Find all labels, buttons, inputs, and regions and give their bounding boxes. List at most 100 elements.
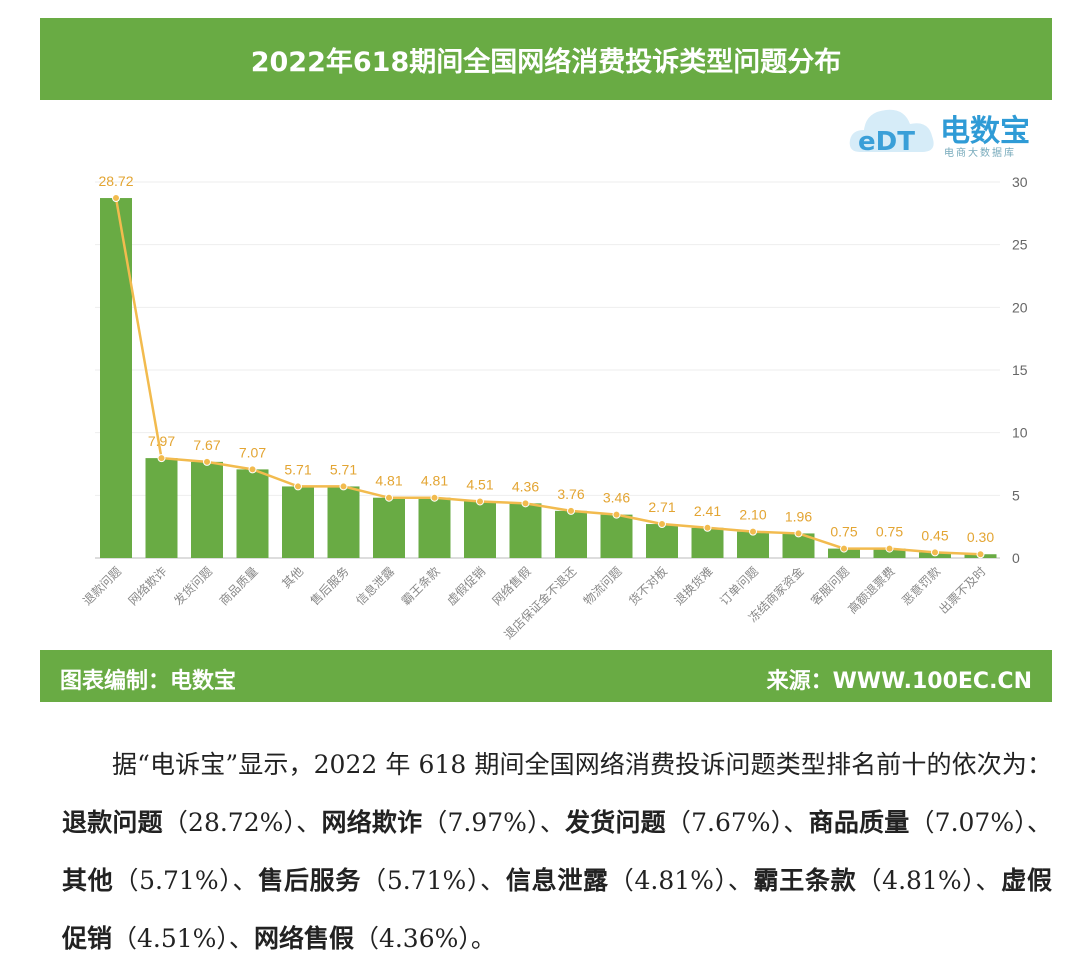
bar [737,531,769,558]
bar [327,486,360,558]
paragraph-text: （5.71%）、 [361,866,506,895]
x-tick-label: 退款问题 [80,564,124,608]
highlight-term: 商品质量 [808,808,910,837]
x-tick-label: 货不对板 [626,564,671,609]
footer-credit: 图表编制：电数宝 [60,669,237,694]
description-paragraph: 据“电诉宝”显示，2022 年 618 期间全国网络消费投诉问题类型排名前十的依… [62,736,1052,968]
highlight-term: 虚假促销 [62,866,1052,953]
y-tick-label: 25 [1012,237,1028,253]
footer-bar: 图表编制：电数宝 来源：WWW.100EC.CN [40,650,1052,702]
bar [145,458,178,558]
x-tick-label: 退换货难 [671,564,716,609]
y-tick-label: 10 [1012,425,1028,441]
bar [600,514,633,558]
x-tick-label: 出票不及时 [936,564,988,616]
data-label: 3.46 [603,490,630,506]
data-label: 4.81 [421,473,448,489]
bar [646,524,678,558]
logo-subtext: 电商大数据库 [944,148,1016,159]
bar [464,501,496,558]
data-label: 4.51 [466,476,493,492]
svg-text:eDT: eDT [858,127,915,157]
chart: 0 5 10 15 20 25 30 28.72 7.97 7.67 7.07 5.71 5.71 4.8… [80,173,1028,642]
logo: eDT 电数宝 电商大数据库 [848,100,1048,162]
paragraph-text: （7.97%）、 [422,808,566,837]
y-tick-label: 0 [1012,550,1020,566]
highlight-term: 网络欺诈 [321,808,423,837]
data-label: 28.72 [98,173,133,189]
line-point [658,520,666,529]
bar [555,510,587,558]
line-point [430,493,439,502]
data-label: 4.81 [375,473,402,489]
highlight-term: 其他 [62,866,114,895]
paragraph-text: （7.67%）、 [665,808,809,837]
line-point [248,465,257,474]
bar [373,497,405,558]
line-point [476,497,484,506]
highlight-term: 信息泄露 [505,866,609,895]
x-tick-label: 网络欺诈 [125,564,170,609]
line-point [567,506,575,515]
footer-source: 来源：WWW.100EC.CN [766,669,1032,694]
chart-title: 2022年618期间全国网络消费投诉类型问题分布 [40,18,1052,100]
line-point [885,544,894,553]
x-tick-label: 网络售假 [489,564,534,609]
highlight-term: 霸王条款 [753,866,857,895]
x-tick-label: 恶意罚款 [899,564,944,609]
paragraph-text: （7.07%）、 [909,808,1053,837]
line-point [840,544,848,553]
logo-text: 电数宝 [940,114,1030,149]
data-label: 5.71 [330,461,357,477]
bar [828,548,860,558]
line-point [339,482,348,491]
line-point [931,548,939,557]
y-tick-label: 20 [1012,299,1028,315]
bar [236,469,269,558]
highlight-term: 售后服务 [258,866,362,895]
line-point [703,523,712,532]
data-label: 2.10 [739,507,766,523]
x-tick-label: 商品质量 [216,564,261,609]
data-label: 4.36 [512,478,539,494]
bar [282,486,314,558]
data-label: 0.45 [921,527,948,543]
y-tick-label: 15 [1012,362,1028,378]
line-point [157,454,166,463]
y-tick-label: 30 [1012,174,1028,190]
line-point [294,482,302,491]
y-tick-label: 5 [1012,487,1020,503]
line-point [521,499,530,508]
trend-line [114,197,981,556]
data-label: 7.07 [239,444,266,460]
data-label: 0.75 [830,524,857,540]
highlight-term: 退款问题 [62,808,163,837]
paragraph-text: （4.81%）、 [608,866,754,895]
x-tick-label: 虚假促销 [444,564,488,608]
x-tick-label: 发货问题 [171,564,216,609]
paragraph-text: （5.71%）、 [113,866,259,895]
bar [691,527,724,558]
line-point [385,493,393,502]
data-label: 5.71 [284,461,311,477]
bar [191,461,223,558]
paragraph-text: 据“电诉宝”显示，2022 年 618 期间全国网络消费投诉问题类型排名前十的依… [112,750,1052,779]
x-tick-label: 其他 [279,564,306,591]
x-tick-label: 物流问题 [581,564,625,608]
line-point [612,510,621,519]
highlight-term: 网络售假 [253,924,354,953]
paragraph-text: （28.72%）、 [162,808,322,837]
bar [873,548,906,558]
paragraph-text: （4.81%）、 [856,866,1002,895]
line-point [203,457,211,466]
bar [100,198,132,558]
data-label: 0.30 [967,529,994,545]
line-point [112,194,120,203]
line-point [976,550,985,559]
paragraph-text: （4.51%）、 [112,924,254,953]
data-label: 2.41 [694,503,721,519]
data-label: 1.96 [785,508,812,524]
x-tick-label: 高额退票费 [845,564,898,617]
data-label: 0.75 [876,524,903,540]
line-point [749,527,757,536]
